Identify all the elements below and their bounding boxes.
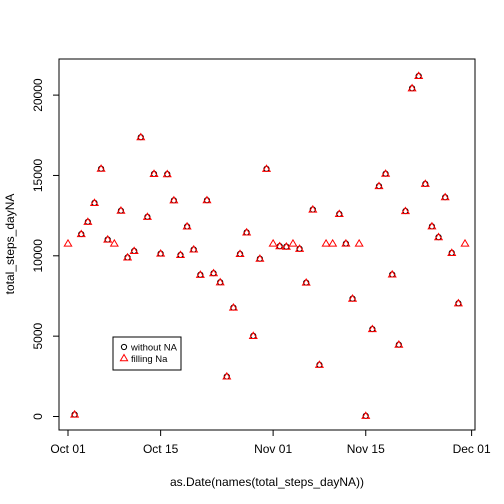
x-tick-label: Nov 01 <box>254 442 292 456</box>
x-tick-label: Oct 15 <box>143 442 179 456</box>
data-point-triangle <box>295 244 305 252</box>
data-point-triangle <box>208 268 219 277</box>
series-filling-na <box>63 71 470 419</box>
data-point-triangle <box>361 411 371 419</box>
data-point-triangle <box>83 217 93 225</box>
data-point-triangle <box>321 238 331 247</box>
x-axis: Oct 01 Oct 15 Nov 01 Nov 15 Dec 01 <box>50 429 491 456</box>
x-tick-label: Nov 15 <box>347 442 385 456</box>
x-tick-label: Dec 01 <box>453 442 491 456</box>
y-axis-title: total_steps_dayNA <box>3 194 17 295</box>
data-point-triangle <box>195 270 205 278</box>
data-point-triangle <box>308 204 318 213</box>
data-point-triangle <box>387 269 397 278</box>
data-point-triangle <box>367 324 377 333</box>
data-point-triangle <box>89 198 100 206</box>
data-point-triangle <box>149 169 159 177</box>
data-point-triangle <box>440 192 450 201</box>
data-point-triangle <box>235 249 245 257</box>
data-point-triangle <box>182 221 192 230</box>
data-point-triangle <box>427 221 437 230</box>
y-tick-label: 15000 <box>31 158 45 192</box>
data-point-triangle <box>414 71 424 80</box>
data-point-triangle <box>122 252 133 261</box>
y-tick-label: 20000 <box>31 78 45 112</box>
data-point-triangle <box>288 238 298 247</box>
data-point-triangle <box>70 409 80 418</box>
data-point-triangle <box>381 169 391 177</box>
data-point-triangle <box>400 206 411 215</box>
legend-label-filling-na: filling Na <box>131 354 168 365</box>
data-point-triangle <box>169 195 179 204</box>
legend-box <box>112 336 182 371</box>
data-point-triangle <box>202 195 212 204</box>
data-point-triangle <box>162 169 172 178</box>
data-point-triangle <box>460 238 470 247</box>
data-point-triangle <box>447 248 457 256</box>
data-point-triangle <box>374 181 384 190</box>
data-point-triangle <box>275 241 285 250</box>
data-point-triangle <box>129 246 139 255</box>
y-tick-label: 5000 <box>31 322 45 349</box>
data-point-triangle <box>341 238 351 247</box>
legend: without NA filling Na <box>112 336 182 371</box>
data-point-triangle <box>420 179 430 187</box>
y-axis: 0 5000 10000 15000 20000 <box>31 78 60 420</box>
data-point-triangle <box>116 206 126 214</box>
data-point-triangle <box>248 331 258 339</box>
data-point-triangle <box>242 227 252 236</box>
plot-frame <box>58 58 476 431</box>
data-point-triangle <box>255 254 265 262</box>
data-point-triangle <box>189 244 199 253</box>
data-point-triangle <box>109 238 119 247</box>
data-point-triangle <box>268 238 278 247</box>
data-point-triangle <box>407 83 417 92</box>
data-point-triangle <box>103 234 113 243</box>
data-point-triangle <box>228 303 238 311</box>
y-tick-label: 10000 <box>31 239 45 273</box>
data-point-triangle <box>136 132 146 141</box>
x-tick-label: Oct 01 <box>50 442 86 456</box>
y-tick-label: 0 <box>31 413 45 420</box>
data-point-triangle <box>96 164 106 172</box>
data-point-triangle <box>328 238 338 247</box>
data-point-triangle <box>433 232 444 241</box>
legend-triangle-marker <box>119 353 129 362</box>
data-point-triangle <box>281 242 291 250</box>
data-point-triangle <box>76 229 86 238</box>
data-point-triangle <box>142 212 152 220</box>
data-point-triangle <box>63 238 73 247</box>
data-point-triangle <box>215 277 225 286</box>
data-point-triangle <box>261 164 272 172</box>
legend-circle-marker <box>120 343 128 351</box>
data-point-triangle <box>314 360 325 368</box>
data-point-triangle <box>394 340 404 348</box>
data-point-triangle <box>334 209 344 217</box>
data-point-triangle <box>347 294 358 302</box>
data-point-triangle <box>222 371 232 380</box>
legend-label-without-na: without NA <box>130 343 178 354</box>
data-point-triangle <box>156 248 166 257</box>
data-point-triangle <box>301 278 311 286</box>
data-point-triangle <box>453 298 463 307</box>
data-point-triangle <box>175 250 186 258</box>
x-axis-title: as.Date(names(total_steps_dayNA)) <box>170 475 364 489</box>
data-point-triangle <box>354 238 364 247</box>
